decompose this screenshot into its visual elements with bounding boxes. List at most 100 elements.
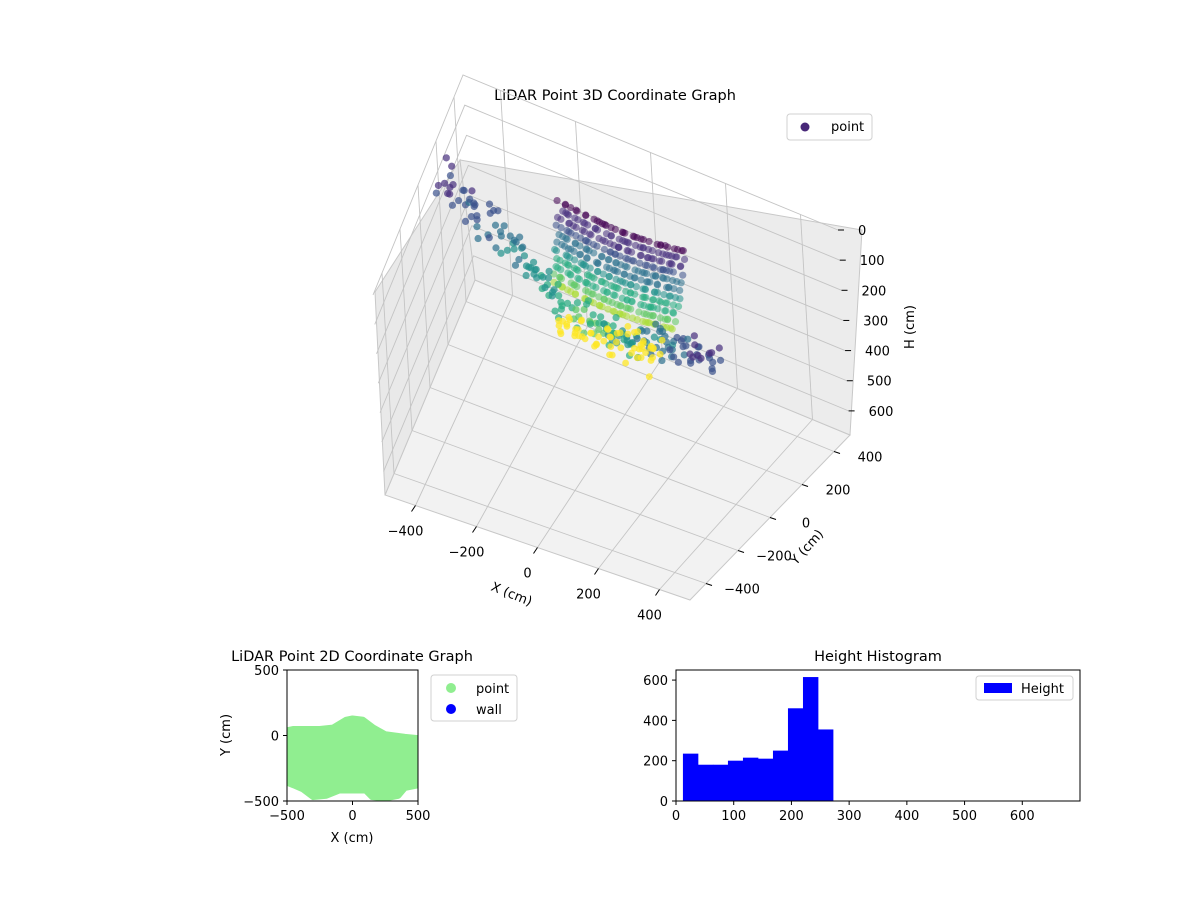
scatter-point-3d: [649, 296, 658, 304]
scatter-point-3d: [615, 243, 623, 252]
scatter-point-3d: [573, 282, 581, 291]
scatter-points-3d: [432, 154, 725, 381]
grid-line-3d: [435, 140, 449, 345]
legend-2d-marker-point: [446, 683, 456, 693]
scatter-point-3d: [650, 344, 657, 352]
scatter-point-3d: [633, 316, 641, 324]
scatter-point-3d: [563, 299, 572, 307]
y-tick-label-2d: 500: [254, 664, 279, 679]
grid-line-3d: [725, 183, 738, 389]
scatter-point-3d: [529, 258, 538, 266]
scatter-point-3d: [637, 276, 645, 284]
scatter-point-3d: [497, 249, 505, 257]
scatter-point-3d: [600, 337, 608, 345]
scatter-point-3d: [631, 344, 638, 352]
grid-line-3d: [429, 387, 771, 518]
legend-3d-marker: [800, 122, 810, 132]
scatter-point-3d: [715, 344, 723, 352]
legend-histogram: Height: [975, 675, 1074, 701]
scatter-point-3d: [627, 305, 635, 313]
x-tick-label-histogram: 400: [894, 809, 919, 824]
scatter-point-3d: [637, 341, 645, 349]
x-tick-label-histogram: 100: [721, 809, 746, 824]
histogram-bar: [802, 677, 819, 801]
ticks-histogram: 0 100 200 300 400 500 600 0 200 400 600: [643, 674, 1035, 824]
histogram-bar: [742, 757, 759, 801]
z-tick-label-3d: 0: [858, 224, 866, 239]
scatter-point-3d: [541, 283, 549, 292]
chart-2d: LiDAR Point 2D Coordinate Graph −500 0 500…: [219, 649, 518, 846]
x-tick-3d: [594, 568, 599, 575]
x-axis-label-2d: X (cm): [331, 831, 374, 846]
scatter-point-3d: [677, 262, 685, 270]
scatter-point-3d: [567, 203, 575, 212]
scatter-point-3d: [671, 318, 680, 326]
scatter-point-3d: [573, 207, 581, 215]
scatter-point-3d: [440, 179, 449, 187]
scatter-point-3d: [573, 299, 582, 307]
scatter-point-3d: [627, 281, 635, 289]
scatter-point-3d: [641, 285, 649, 293]
x-tick-label-3d: 400: [637, 609, 662, 624]
scatter-point-3d: [515, 255, 523, 264]
scatter-point-3d: [612, 313, 620, 322]
scatter-point-3d: [551, 307, 559, 315]
scatter-point-3d: [670, 285, 678, 293]
scatter-point-3d: [609, 322, 617, 330]
scatter-point-3d: [564, 211, 573, 219]
scatter-point-3d: [588, 290, 596, 298]
grid-line-3d: [379, 195, 846, 413]
chart-histogram: Height Histogram 0 100 200 300 400 500 600 0 200…: [643, 649, 1081, 824]
scatter-point-3d: [645, 373, 653, 381]
legend-2d-marker-wall: [446, 704, 456, 714]
scatter-point-3d: [604, 256, 612, 264]
scatter-point-3d: [649, 255, 658, 263]
grid-line-3d: [374, 104, 840, 325]
scatter-point-3d: [613, 268, 622, 276]
x-tick-label-2d: −500: [269, 809, 305, 824]
y-tick-3d: [769, 517, 777, 520]
legend-histogram-swatch: [984, 683, 1012, 693]
scatter-point-3d: [716, 356, 725, 364]
scatter-point-3d: [587, 231, 595, 239]
scatter-point-3d: [636, 259, 644, 267]
scatter-point-3d: [570, 247, 578, 256]
scatter-point-3d: [576, 242, 584, 250]
scatter-point-3d: [434, 181, 443, 190]
scatter-point-3d: [648, 247, 656, 255]
scatter-point-3d: [446, 171, 455, 180]
grid-line-3d: [800, 214, 813, 420]
legend-3d: point: [786, 113, 873, 141]
scatter-point-3d: [645, 237, 653, 246]
scatter-point-3d: [571, 329, 579, 337]
scatter-point-3d: [690, 332, 698, 340]
scatter-point-3d: [611, 225, 619, 234]
y-tick-label-histogram: 600: [643, 674, 668, 689]
scatter-point-3d: [532, 265, 540, 274]
scatter-point-3d: [557, 275, 566, 283]
scatter-point-3d: [593, 341, 600, 349]
scatter-point-3d: [684, 335, 692, 343]
legend-2d: point wall: [430, 674, 518, 722]
x-tick-label-3d: −200: [449, 546, 485, 561]
scatter-point-3d: [557, 224, 565, 232]
x-tick-3d: [533, 547, 538, 554]
scatter-point-3d: [667, 259, 675, 268]
scatter-point-3d: [557, 265, 565, 274]
scatter-point-3d: [669, 268, 677, 276]
scatter-point-3d: [708, 349, 716, 357]
scatter-point-3d: [624, 330, 632, 338]
scatter-point-3d: [679, 271, 687, 279]
scatter-point-3d: [652, 320, 660, 328]
scatter-point-3d: [642, 293, 650, 302]
scatter-point-3d: [600, 245, 608, 254]
scatter-point-3d: [500, 222, 508, 230]
scatter-point-3d: [687, 359, 695, 367]
scatter-point-3d: [580, 227, 588, 236]
grid-line-3d: [399, 228, 413, 431]
scatter-point-3d: [467, 212, 476, 221]
scatter-point-3d: [670, 353, 678, 361]
scatter-point-3d: [643, 327, 651, 335]
scatter-point-3d: [598, 303, 606, 311]
